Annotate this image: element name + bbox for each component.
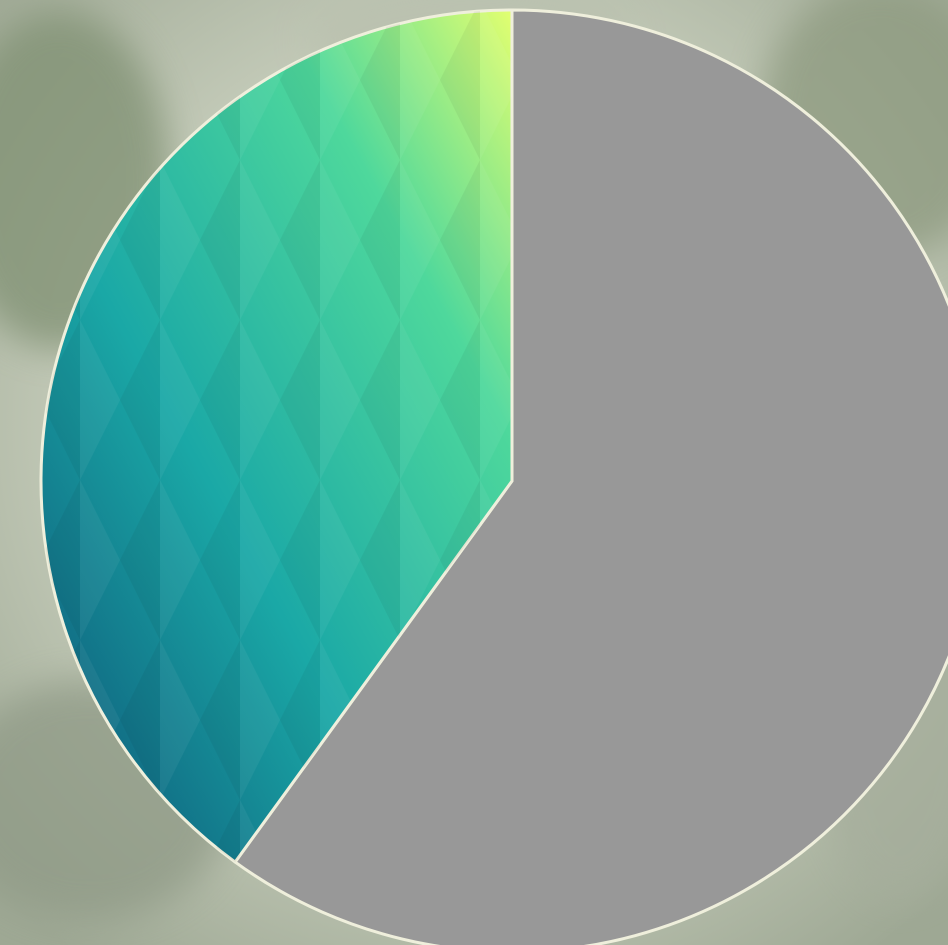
pie-slice-2-texture <box>41 10 513 863</box>
pie-slice-1 <box>233 8 948 945</box>
